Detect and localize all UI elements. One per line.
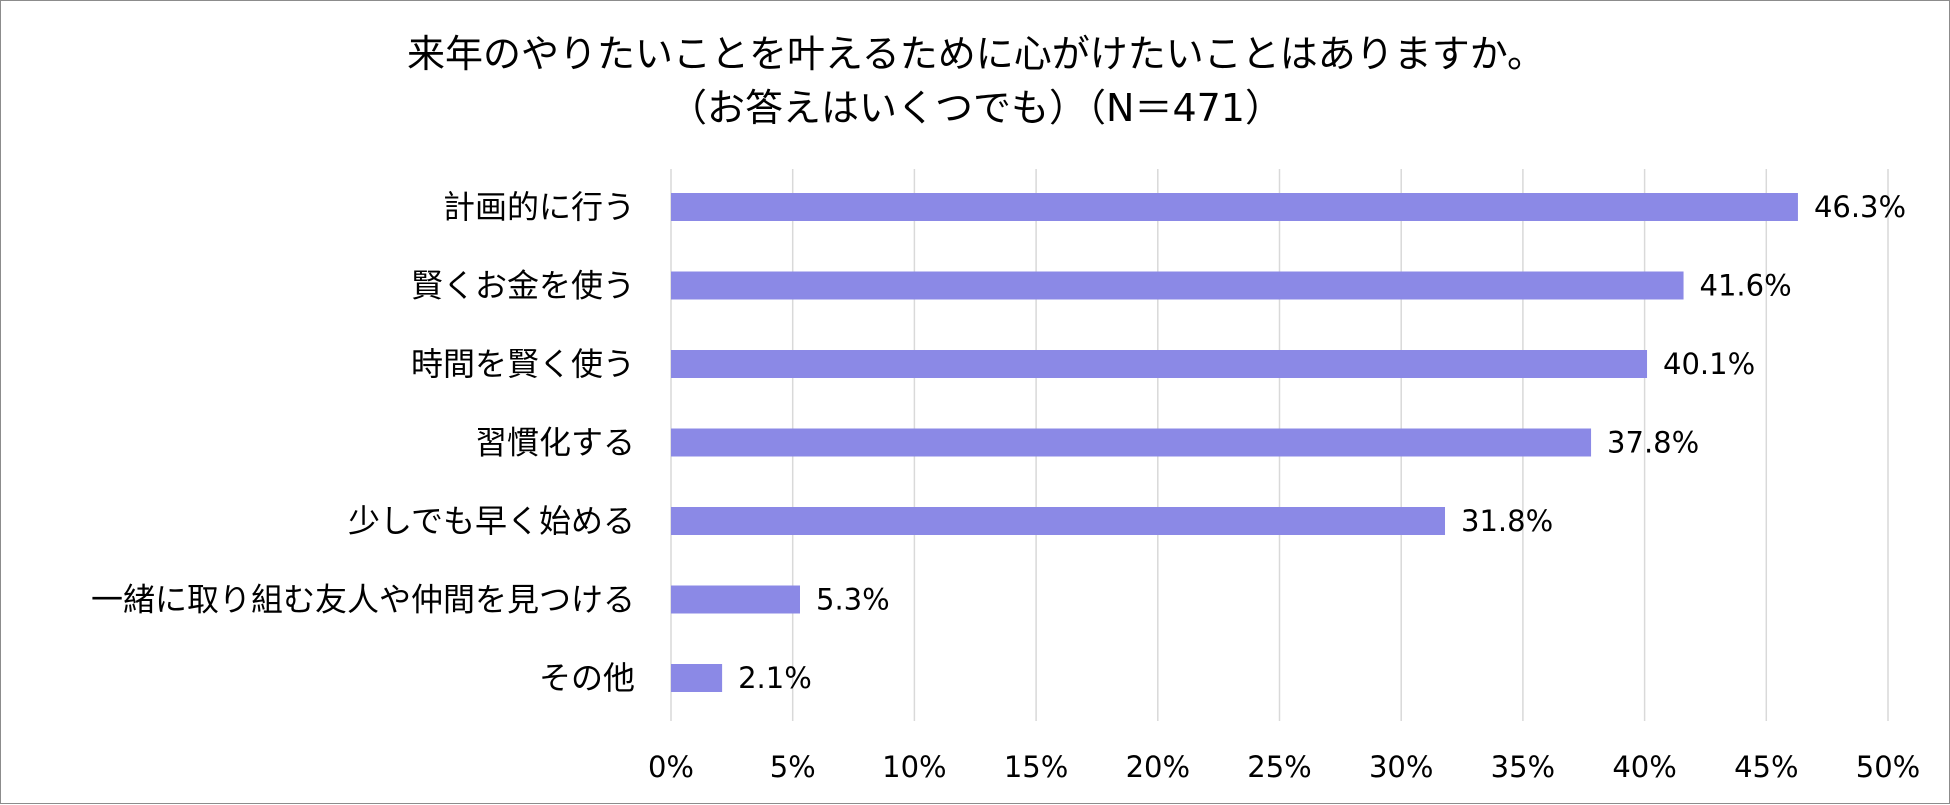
x-tick-label: 0%	[648, 750, 694, 784]
data-label: 41.6%	[1700, 269, 1792, 303]
x-tick-label: 45%	[1734, 750, 1798, 784]
bar	[671, 350, 1648, 378]
x-tick-label: 35%	[1491, 750, 1555, 784]
data-label: 31.8%	[1461, 504, 1553, 538]
bar	[671, 507, 1446, 535]
category-label: その他	[539, 659, 635, 697]
data-label: 5.3%	[816, 583, 890, 617]
x-tick-label: 20%	[1126, 750, 1190, 784]
bars	[671, 193, 1798, 692]
data-label: 46.3%	[1814, 190, 1906, 224]
x-tick-label: 30%	[1369, 750, 1433, 784]
category-labels: 計画的に行う賢くお金を使う時間を賢く使う習慣化する少しでも早く始める一緒に取り組…	[91, 188, 635, 697]
x-tick-label: 50%	[1856, 750, 1920, 784]
x-axis-ticks: 0% 5% 10% 15% 20% 25% 30% 35% 40% 45% 50%	[648, 750, 1920, 784]
bar	[671, 193, 1798, 221]
category-label: 時間を賢く使う	[411, 345, 635, 383]
chart-title: 来年のやりたいことを叶えるために心がけたいことはありますか。	[407, 32, 1545, 76]
bar	[671, 585, 801, 614]
category-label: 一緒に取り組む友人や仲間を見つける	[91, 581, 635, 619]
x-tick-label: 15%	[1004, 750, 1068, 784]
data-label: 37.8%	[1607, 426, 1699, 460]
category-label: 賢くお金を使う	[411, 267, 635, 305]
bar	[671, 428, 1592, 457]
data-label: 2.1%	[738, 661, 812, 695]
data-label: 40.1%	[1663, 347, 1755, 381]
value-labels: 46.3% 41.6% 40.1% 37.8% 31.8% 5.3% 2.1%	[738, 190, 1906, 695]
x-tick-label: 40%	[1612, 750, 1676, 784]
bar	[671, 664, 723, 692]
x-tick-label: 5%	[770, 750, 816, 784]
category-label: 計画的に行う	[443, 188, 635, 226]
category-label: 習慣化する	[475, 424, 635, 462]
x-tick-label: 25%	[1247, 750, 1311, 784]
x-tick-label: 10%	[882, 750, 946, 784]
chart-subtitle: （お答えはいくつでも）（N＝471）	[669, 86, 1283, 130]
category-label: 少しでも早く始める	[348, 502, 635, 540]
bar	[671, 271, 1684, 300]
